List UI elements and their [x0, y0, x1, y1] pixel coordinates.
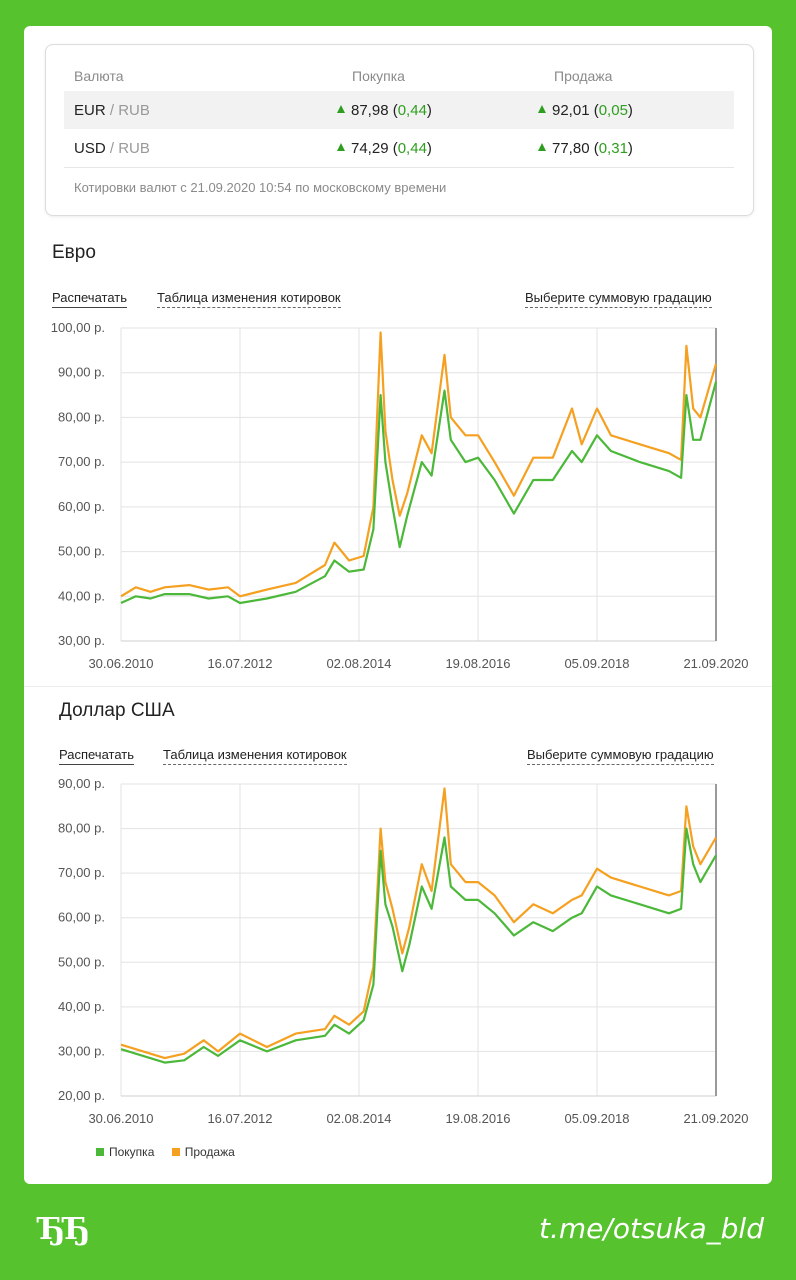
content-panel [24, 26, 772, 1184]
usd-rate-chart: 20,00 р. 30,00 р. 40,00 р. 50,00 р. 60,00 р.… [58, 776, 749, 1126]
currency-pair: EUR / RUB [74, 102, 150, 119]
y-tick-label: 50,00 р. [58, 544, 105, 559]
section-divider [24, 686, 772, 687]
y-tick-label: 50,00 р. [58, 954, 105, 969]
print-link-eur[interactable]: Распечатать [52, 290, 128, 308]
x-tick-label: 05.09.2018 [564, 1111, 629, 1126]
legend-label-buy: Покупка [109, 1145, 155, 1159]
legend-label-sell: Продажа [184, 1145, 235, 1159]
y-tick-label: 70,00 р. [58, 454, 105, 469]
buy-value: 87,98 [351, 102, 389, 119]
x-tick-label: 05.09.2018 [564, 656, 629, 671]
base-currency: USD [74, 140, 106, 157]
buy-change: 0,44 [397, 140, 427, 157]
x-tick-label: 02.08.2014 [326, 1111, 391, 1126]
quote-currency: RUB [118, 102, 150, 119]
y-tick-label: 20,00 р. [58, 1088, 105, 1103]
print-link-usd[interactable]: Распечатать [59, 747, 135, 765]
sell-change: 0,05 [598, 102, 628, 119]
legend-item-buy: Покупка [96, 1145, 154, 1159]
x-tick-label: 21.09.2020 [683, 656, 748, 671]
sell-value: 77,80 [552, 140, 590, 157]
x-tick-label: 16.07.2012 [207, 656, 272, 671]
y-tick-label: 60,00 р. [58, 499, 105, 514]
buy-rate: 74,29 (0,44) [337, 140, 432, 157]
brand-logo: ЂЂ [38, 1212, 90, 1247]
series-line-buy [120, 827, 717, 1064]
gradation-select-usd[interactable]: Выберите суммовую градацию [527, 747, 714, 765]
up-arrow-icon [337, 105, 345, 113]
chart-title-usd: Доллар США [59, 700, 175, 721]
y-tick-label: 30,00 р. [58, 1043, 105, 1058]
quotes-table-link-eur[interactable]: Таблица изменения котировок [157, 290, 341, 308]
up-arrow-icon [337, 143, 345, 151]
header-currency: Валюта [74, 68, 124, 84]
series-line-sell [120, 331, 718, 598]
buy-value: 74,29 [351, 140, 389, 157]
rate-row-eur: EUR / RUB 87,98 (0,44) 92,01 (0,05) [64, 91, 734, 129]
y-tick-label: 80,00 р. [58, 409, 105, 424]
sell-rate: 92,01 (0,05) [538, 102, 633, 119]
rate-row-usd: USD / RUB 74,29 (0,44) 77,80 (0,31) [64, 129, 734, 167]
series-line-sell [120, 787, 717, 1060]
y-tick-label: 90,00 р. [58, 365, 105, 380]
pair-separator: / [105, 140, 119, 157]
eur-rate-chart: 30,00 р. 40,00 р. 50,00 р. 60,00 р. 70,00 р.… [51, 320, 749, 671]
y-tick-label: 40,00 р. [58, 588, 105, 603]
y-tick-label: 100,00 р. [51, 320, 105, 335]
y-tick-label: 90,00 р. [58, 776, 105, 791]
buy-change: 0,44 [397, 102, 427, 119]
x-tick-label: 30.06.2010 [88, 656, 153, 671]
up-arrow-icon [538, 143, 546, 151]
y-tick-label: 40,00 р. [58, 999, 105, 1014]
header-sell: Продажа [554, 68, 613, 84]
sell-rate: 77,80 (0,31) [538, 140, 633, 157]
buy-rate: 87,98 (0,44) [337, 102, 432, 119]
sell-value: 92,01 [552, 102, 590, 119]
rates-timestamp-note: Котировки валют с 21.09.2020 10:54 по мо… [74, 180, 447, 195]
row-divider [64, 167, 734, 168]
legend-item-sell: Продажа [171, 1145, 235, 1159]
header-buy: Покупка [352, 68, 405, 84]
chart-title-eur: Евро [52, 242, 96, 263]
up-arrow-icon [538, 105, 546, 113]
x-tick-label: 02.08.2014 [326, 656, 391, 671]
sell-change: 0,31 [598, 140, 628, 157]
x-tick-label: 19.08.2016 [445, 1111, 510, 1126]
gradation-select-eur[interactable]: Выберите суммовую градацию [525, 290, 712, 308]
y-tick-label: 30,00 р. [58, 633, 105, 648]
y-tick-label: 70,00 р. [58, 865, 105, 880]
legend-swatch-buy [96, 1148, 104, 1156]
series-line-buy [120, 381, 718, 605]
brand-channel-link[interactable]: t.me/otsuka_bld [539, 1212, 764, 1245]
base-currency: EUR [74, 102, 106, 119]
x-tick-label: 21.09.2020 [683, 1111, 748, 1126]
currency-pair: USD / RUB [74, 140, 150, 157]
quote-currency: RUB [118, 140, 150, 157]
x-tick-label: 19.08.2016 [445, 656, 510, 671]
x-tick-label: 30.06.2010 [88, 1111, 153, 1126]
pair-separator: / [105, 102, 119, 119]
quotes-table-link-usd[interactable]: Таблица изменения котировок [163, 747, 347, 765]
x-tick-label: 16.07.2012 [207, 1111, 272, 1126]
y-tick-label: 80,00 р. [58, 821, 105, 836]
y-tick-label: 60,00 р. [58, 910, 105, 925]
legend-swatch-sell [171, 1148, 180, 1156]
currency-rates-card: Валюта Покупка Продажа EUR / RUB 87,98 (… [45, 44, 754, 216]
chart-legend: Покупка Продажа [96, 1145, 235, 1159]
